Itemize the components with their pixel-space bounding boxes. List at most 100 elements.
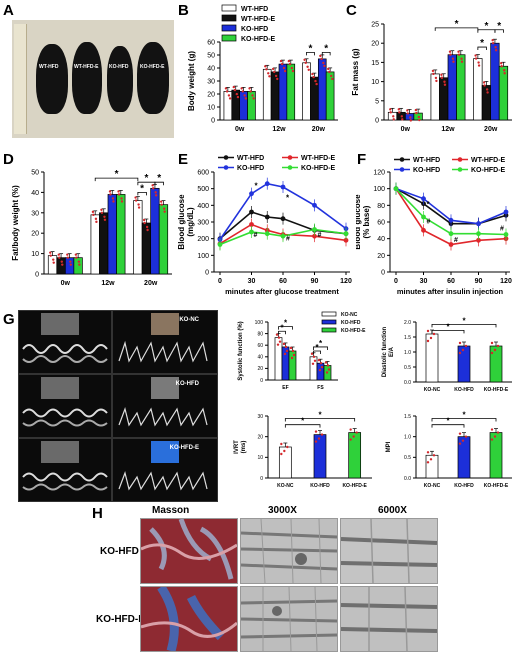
y-tick-label: 60 bbox=[377, 219, 385, 226]
significance-hash: # bbox=[286, 235, 290, 242]
bar bbox=[141, 222, 152, 275]
bar bbox=[73, 257, 83, 275]
y-tick-label: 20 bbox=[31, 231, 39, 238]
data-point bbox=[277, 336, 281, 339]
y-tick-label: 20 bbox=[377, 253, 385, 260]
data-point bbox=[440, 76, 444, 79]
data-point bbox=[458, 442, 462, 445]
significance-star: * bbox=[301, 417, 305, 426]
y-tick-label: 200 bbox=[197, 236, 209, 243]
data-point bbox=[307, 68, 310, 72]
data-point bbox=[494, 49, 498, 52]
col-label-6000x: 6000X bbox=[378, 505, 407, 516]
data-point bbox=[320, 57, 323, 61]
data-point bbox=[432, 454, 436, 457]
y-tick-label: 0 bbox=[375, 117, 379, 124]
bar bbox=[490, 42, 500, 121]
data-point bbox=[440, 73, 443, 76]
data-point bbox=[66, 256, 70, 259]
col-label-3000x: 3000X bbox=[268, 505, 297, 516]
significance-star: * bbox=[309, 43, 313, 54]
data-point bbox=[280, 452, 283, 456]
bar bbox=[473, 58, 483, 121]
x-tick-label: KO-NC bbox=[277, 483, 294, 489]
significance-bracket bbox=[284, 418, 356, 422]
data-point bbox=[117, 190, 120, 193]
data-point bbox=[143, 221, 146, 225]
x-tick-label: 0 bbox=[218, 278, 222, 285]
y-axis-label: E/A bbox=[389, 346, 395, 357]
legend-label: KO-HFD-E bbox=[301, 165, 336, 172]
data-point bbox=[251, 94, 254, 97]
mouse-4 bbox=[137, 42, 169, 114]
data-point bbox=[452, 60, 455, 63]
data-point bbox=[324, 361, 328, 364]
data-point bbox=[109, 193, 112, 196]
echo-label: KO-NC bbox=[179, 317, 199, 323]
data-point bbox=[464, 435, 468, 438]
data-point bbox=[137, 203, 140, 206]
y-tick-label: 10 bbox=[207, 104, 215, 111]
chart-ivrt: 0 10 20 30 IVRT (ms) KO-NC KO-HFD KO-HFD-E * * bbox=[234, 410, 372, 489]
data-point bbox=[75, 256, 78, 259]
chart-body-weight: 0 10 20 30 40 50 60 Body weight (g) 0w 12w 20w WT-H… bbox=[187, 4, 338, 133]
data-point bbox=[134, 199, 138, 202]
mouse-label: KO-HFD bbox=[109, 64, 129, 70]
y-tick-label: 120 bbox=[373, 169, 385, 176]
legend-swatch bbox=[221, 24, 237, 32]
data-point bbox=[275, 333, 279, 336]
x-tick-label: 90 bbox=[311, 278, 319, 285]
significance-star: * bbox=[144, 173, 148, 184]
data-point bbox=[318, 368, 322, 372]
data-point bbox=[160, 200, 163, 203]
legend-marker bbox=[287, 165, 293, 170]
data-point bbox=[268, 75, 271, 78]
y-tick-label: 20 bbox=[371, 41, 379, 48]
data-point bbox=[483, 84, 486, 87]
y-tick-label: 0 bbox=[211, 117, 215, 124]
x-tick-label: 60 bbox=[447, 278, 455, 285]
significance-hash: # bbox=[500, 225, 504, 232]
x-tick-label: FS bbox=[317, 385, 324, 391]
data-point bbox=[249, 229, 254, 235]
data-point bbox=[146, 228, 149, 232]
data-point bbox=[457, 53, 461, 56]
data-point bbox=[435, 79, 438, 83]
data-point bbox=[77, 260, 81, 263]
data-point bbox=[69, 260, 72, 263]
significance-star: * bbox=[480, 38, 484, 49]
significance-bracket bbox=[137, 192, 147, 196]
data-point bbox=[490, 428, 494, 431]
significance-star: * bbox=[157, 173, 161, 184]
data-point bbox=[443, 80, 446, 83]
significance-bracket bbox=[154, 181, 164, 186]
data-point bbox=[108, 190, 112, 193]
data-point bbox=[282, 342, 286, 346]
echo-mmode-ko-hfd-e bbox=[18, 438, 112, 502]
y-axis-label: (ms) bbox=[241, 441, 247, 454]
bar bbox=[158, 204, 169, 275]
data-point bbox=[78, 263, 81, 266]
data-point bbox=[292, 353, 296, 357]
data-point bbox=[503, 209, 509, 215]
col-label-masson: Masson bbox=[152, 505, 190, 516]
significance-star: * bbox=[462, 410, 466, 419]
data-point bbox=[500, 65, 503, 68]
panel-letter-c: C bbox=[346, 2, 357, 19]
data-point bbox=[461, 348, 465, 352]
data-point bbox=[493, 348, 497, 352]
legend-marker bbox=[223, 165, 229, 170]
echo-doppler-ko-hfd: KO-HFD bbox=[112, 374, 218, 438]
y-tick-label: 600 bbox=[197, 169, 209, 176]
em-3000x-ko-hfd bbox=[240, 518, 338, 584]
chart-mpi: 0.0 0.5 1.0 1.5 MPI KO-NC KO-HFD KO-HFD-E * * bbox=[386, 410, 512, 489]
data-point bbox=[283, 449, 286, 453]
data-point bbox=[503, 72, 506, 75]
panel-letter-f: F bbox=[357, 151, 367, 168]
legend-label: KO-NC bbox=[341, 312, 358, 318]
significance-star: * bbox=[284, 319, 288, 328]
significance-star: * bbox=[319, 339, 323, 348]
data-point bbox=[163, 207, 166, 210]
y-tick-label: 20 bbox=[257, 434, 263, 440]
